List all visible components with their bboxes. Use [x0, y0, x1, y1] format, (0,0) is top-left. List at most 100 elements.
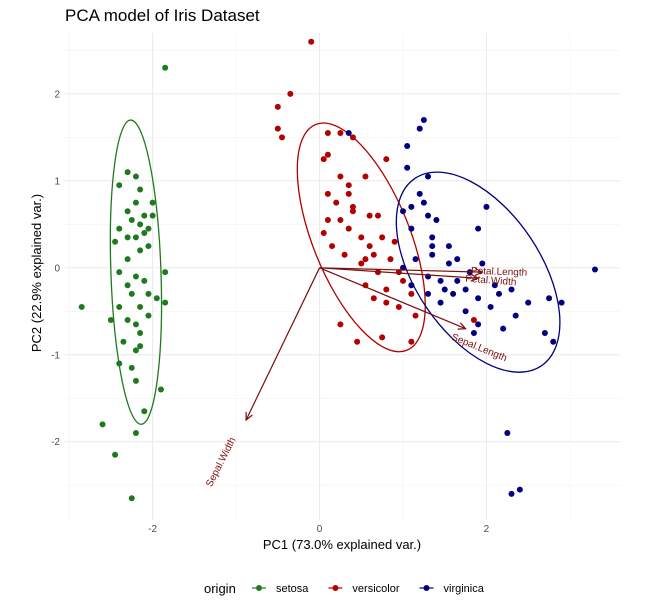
- confidence-ellipses: [106, 106, 594, 425]
- point-virginica: [438, 278, 444, 284]
- point-versicolor: [375, 213, 381, 219]
- point-versicolor: [387, 256, 393, 262]
- arrow-Sepal.Width: [246, 268, 319, 420]
- point-versicolor: [308, 39, 314, 45]
- tick-labels: -2 0 2 -2 -1 0 1 2: [51, 89, 490, 535]
- point-versicolor: [337, 173, 343, 179]
- point-virginica: [592, 267, 598, 273]
- point-virginica: [475, 226, 481, 232]
- point-setosa: [137, 330, 143, 336]
- legend: origin setosa versicolor virginica: [204, 581, 485, 596]
- point-virginica: [450, 291, 456, 297]
- point-setosa: [162, 65, 168, 71]
- point-versicolor: [358, 234, 364, 240]
- point-versicolor: [325, 152, 331, 158]
- point-setosa: [150, 213, 156, 219]
- point-setosa: [116, 360, 122, 366]
- point-virginica: [488, 304, 494, 310]
- point-virginica: [454, 256, 460, 262]
- point-versicolor: [342, 252, 348, 258]
- point-setosa: [150, 200, 156, 206]
- legend-label-virginica: virginica: [444, 583, 485, 595]
- legend-key-point: [256, 585, 262, 591]
- point-setosa: [116, 304, 122, 310]
- y-axis-title: PC2 (22.9% explained var.): [29, 194, 44, 352]
- point-versicolor: [379, 334, 385, 340]
- point-setosa: [116, 226, 122, 232]
- point-setosa: [133, 200, 139, 206]
- point-versicolor: [471, 317, 477, 323]
- legend-key-point: [424, 585, 430, 591]
- point-setosa: [162, 300, 168, 306]
- point-versicolor: [400, 278, 406, 284]
- point-versicolor: [350, 208, 356, 214]
- point-setosa: [145, 313, 151, 319]
- point-virginica: [438, 300, 444, 306]
- point-setosa: [145, 226, 151, 232]
- point-versicolor: [275, 104, 281, 110]
- point-versicolor: [325, 130, 331, 136]
- point-versicolor: [275, 126, 281, 132]
- point-virginica: [429, 252, 435, 258]
- point-versicolor: [367, 213, 373, 219]
- arrow-Sepal.Length: [320, 268, 466, 329]
- point-virginica: [417, 126, 423, 132]
- point-setosa: [125, 282, 131, 288]
- point-versicolor: [408, 339, 414, 345]
- point-virginica: [408, 204, 414, 210]
- point-virginica: [550, 339, 556, 345]
- point-setosa: [129, 365, 135, 371]
- legend-title: origin: [204, 581, 236, 596]
- point-versicolor: [358, 260, 364, 266]
- point-setosa: [137, 304, 143, 310]
- point-versicolor: [362, 256, 368, 262]
- y-tick-label: -1: [51, 350, 60, 361]
- point-setosa: [141, 278, 147, 284]
- point-virginica: [483, 204, 489, 210]
- point-setosa: [133, 430, 139, 436]
- point-versicolor: [379, 234, 385, 240]
- point-virginica: [421, 200, 427, 206]
- point-versicolor: [396, 304, 402, 310]
- point-versicolor: [367, 243, 373, 249]
- point-versicolor: [333, 200, 339, 206]
- point-versicolor: [337, 217, 343, 223]
- point-versicolor: [337, 130, 343, 136]
- point-virginica: [425, 173, 431, 179]
- point-setosa: [125, 208, 131, 214]
- point-setosa: [129, 217, 135, 223]
- point-versicolor: [321, 156, 327, 162]
- point-setosa: [79, 304, 85, 310]
- point-virginica: [517, 487, 523, 493]
- point-setosa: [133, 173, 139, 179]
- point-setosa: [137, 247, 143, 253]
- point-virginica: [509, 491, 515, 497]
- point-setosa: [129, 291, 135, 297]
- legend-label-setosa: setosa: [276, 583, 309, 595]
- point-virginica: [413, 256, 419, 262]
- point-virginica: [546, 295, 552, 301]
- point-versicolor: [362, 173, 368, 179]
- point-setosa: [112, 452, 118, 458]
- point-versicolor: [350, 134, 356, 140]
- point-virginica: [346, 130, 352, 136]
- grid: [65, 33, 620, 520]
- point-virginica: [404, 165, 410, 171]
- x-axis-title: PC1 (73.0% explained var.): [263, 537, 421, 552]
- point-virginica: [429, 243, 435, 249]
- point-setosa: [133, 347, 139, 353]
- point-setosa: [120, 339, 126, 345]
- point-versicolor: [354, 339, 360, 345]
- point-virginica: [421, 117, 427, 123]
- point-versicolor: [371, 295, 377, 301]
- point-setosa: [125, 317, 131, 323]
- point-virginica: [471, 330, 477, 336]
- point-virginica: [475, 295, 481, 301]
- point-virginica: [504, 430, 510, 436]
- point-setosa: [116, 182, 122, 188]
- point-versicolor: [287, 91, 293, 97]
- point-setosa: [125, 169, 131, 175]
- point-setosa: [145, 243, 151, 249]
- point-versicolor: [325, 217, 331, 223]
- point-virginica: [446, 243, 452, 249]
